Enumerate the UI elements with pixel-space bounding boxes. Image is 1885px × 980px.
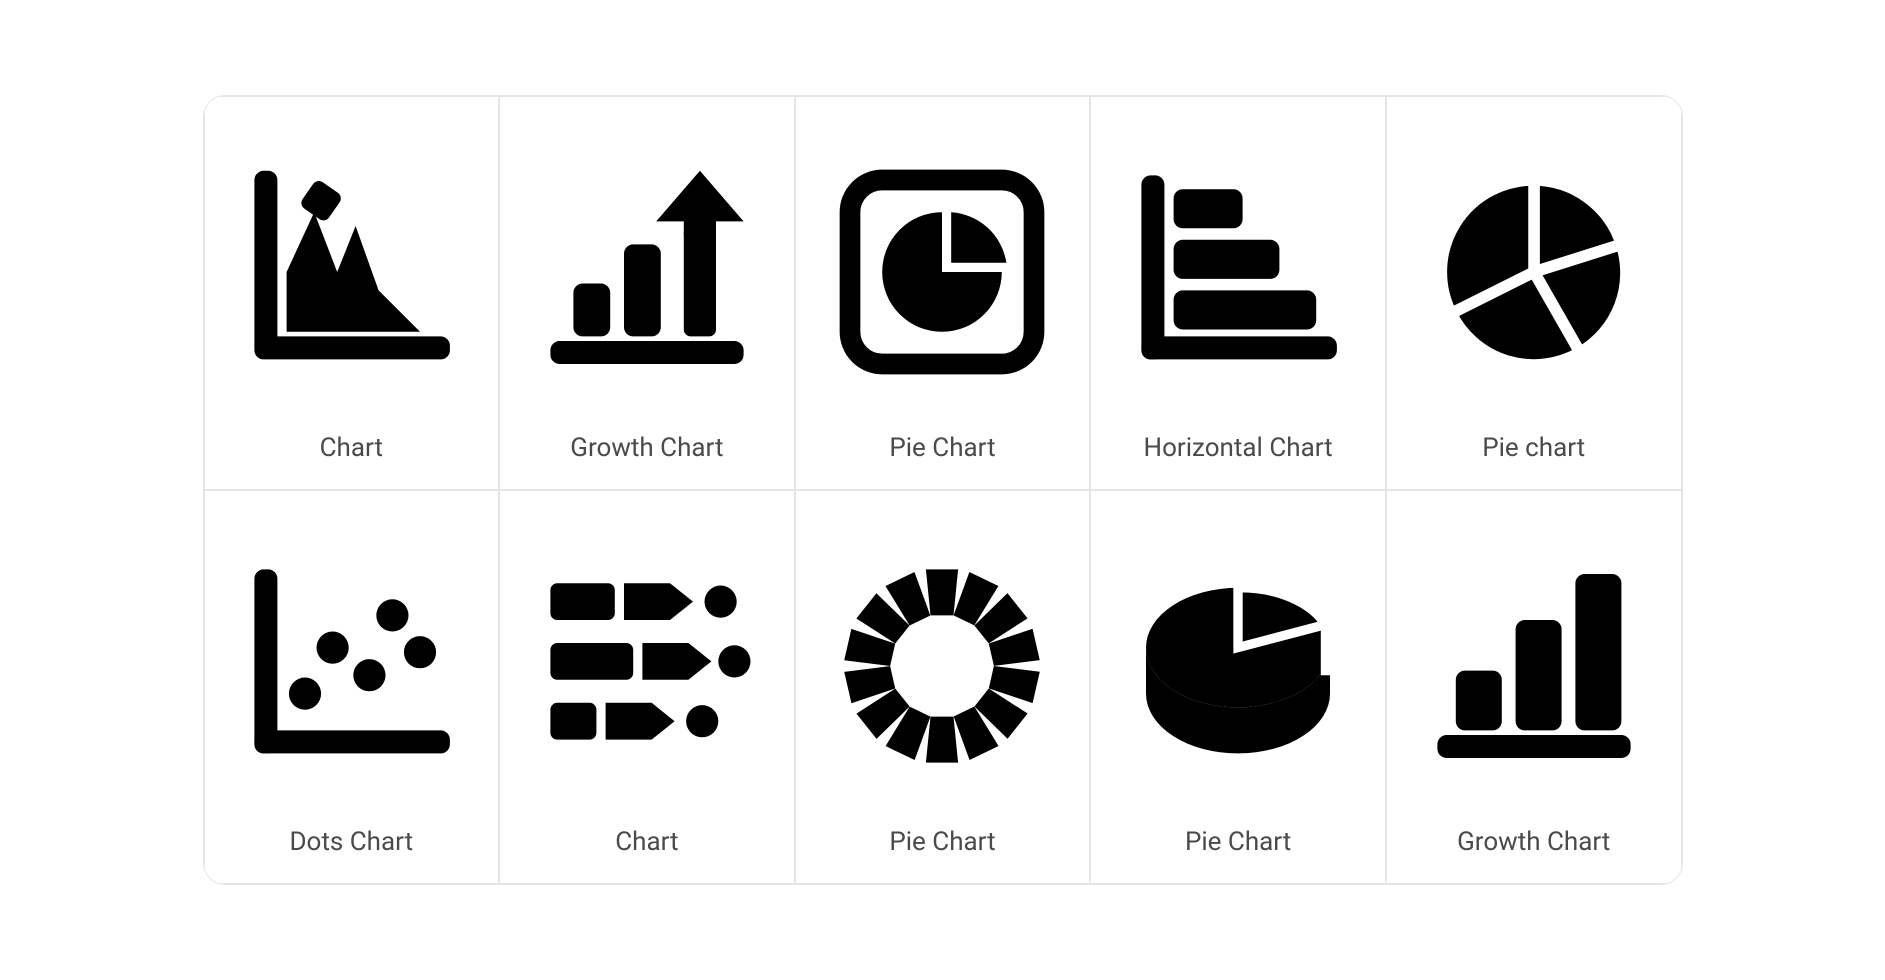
label-dots-chart: Dots Chart [289, 827, 413, 857]
cell-chart: Chart [204, 96, 500, 490]
pie-chart-split-icon [1397, 117, 1671, 427]
cell-bar-growth-chart: Growth Chart [1386, 490, 1682, 884]
label-segmented-ring: Pie Chart [889, 827, 995, 857]
cell-arrow-bars-chart: Chart [499, 490, 795, 884]
growth-chart-arrow-icon [510, 117, 784, 427]
icon-grid: Chart Growth Chart Pie Chart [203, 95, 1683, 885]
label-pie-chart-3d: Pie Chart [1185, 827, 1291, 857]
label-growth-chart: Growth Chart [570, 433, 723, 463]
cell-segmented-ring: Pie Chart [795, 490, 1091, 884]
arrow-bars-chart-icon [510, 511, 784, 821]
cell-pie-chart-3d: Pie Chart [1090, 490, 1386, 884]
cell-growth-chart: Growth Chart [499, 96, 795, 490]
label-pie-chart-boxed: Pie Chart [889, 433, 995, 463]
label-pie-chart-split: Pie chart [1482, 433, 1585, 463]
cell-pie-chart-split: Pie chart [1386, 96, 1682, 490]
cell-horizontal-chart: Horizontal Chart [1090, 96, 1386, 490]
segmented-ring-icon [806, 511, 1080, 821]
cell-pie-chart-boxed: Pie Chart [795, 96, 1091, 490]
cell-dots-chart: Dots Chart [204, 490, 500, 884]
label-chart: Chart [320, 433, 383, 463]
horizontal-bar-chart-icon [1101, 117, 1375, 427]
pie-chart-boxed-icon [806, 117, 1080, 427]
label-horizontal-chart: Horizontal Chart [1144, 433, 1333, 463]
area-chart-icon [215, 117, 489, 427]
pie-chart-3d-icon [1101, 511, 1375, 821]
bar-growth-chart-icon [1397, 511, 1671, 821]
label-bar-growth-chart: Growth Chart [1457, 827, 1610, 857]
label-arrow-bars-chart: Chart [615, 827, 678, 857]
dots-chart-icon [215, 511, 489, 821]
